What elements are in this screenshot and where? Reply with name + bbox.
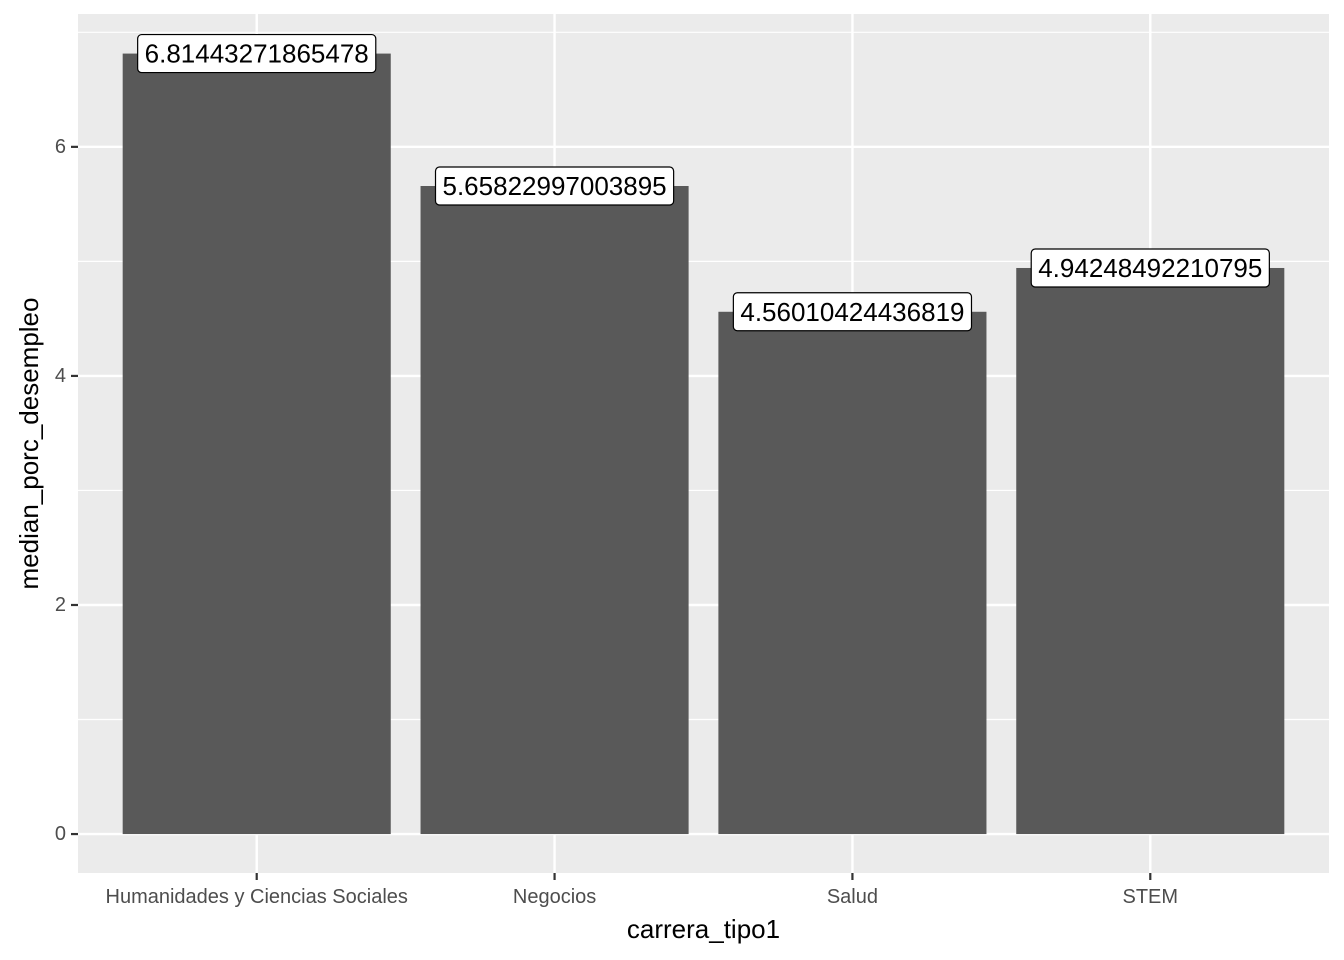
y-tick-label: 4 bbox=[55, 365, 66, 387]
bar bbox=[122, 53, 391, 835]
y-tick-label: 2 bbox=[55, 594, 66, 616]
bar bbox=[1016, 267, 1285, 835]
data-label-box bbox=[732, 292, 973, 332]
data-label: 5.65822997003895 bbox=[434, 166, 675, 206]
data-label: 6.81443271865478 bbox=[137, 33, 377, 74]
x-tick-label: STEM bbox=[1123, 886, 1179, 908]
data-label: 4.94248492210795 bbox=[1030, 248, 1270, 288]
y-tick-label: 6 bbox=[55, 136, 66, 158]
data-label-box bbox=[137, 33, 377, 74]
data-label-box bbox=[1030, 248, 1270, 288]
bars bbox=[122, 53, 1285, 835]
y-axis: 0 2 4 6 bbox=[55, 136, 78, 845]
x-axis-title: carrera_tipo1 bbox=[627, 914, 780, 944]
data-label: 4.56010424436819 bbox=[732, 292, 973, 332]
y-axis-title: median_porc_desempleo bbox=[14, 298, 44, 590]
x-axis: Humanidades y Ciencias Sociales Negocios S… bbox=[106, 873, 1179, 908]
x-tick-label: Humanidades y Ciencias Sociales bbox=[106, 886, 408, 908]
x-tick-label: Salud bbox=[827, 886, 878, 908]
data-labels: 6.81443271865478 5.65822997003895 4.560104… bbox=[137, 33, 1270, 332]
data-label-text: 4.56010424436819 bbox=[740, 297, 964, 327]
data-label-text: 4.94248492210795 bbox=[1038, 253, 1262, 283]
y-tick-label: 0 bbox=[55, 823, 66, 845]
data-label-text: 5.65822997003895 bbox=[443, 171, 667, 201]
bar bbox=[718, 311, 987, 835]
bar bbox=[420, 186, 689, 835]
x-tick-label: Negocios bbox=[513, 886, 596, 908]
data-label-box bbox=[434, 166, 675, 206]
data-label-text: 6.81443271865478 bbox=[145, 39, 369, 69]
